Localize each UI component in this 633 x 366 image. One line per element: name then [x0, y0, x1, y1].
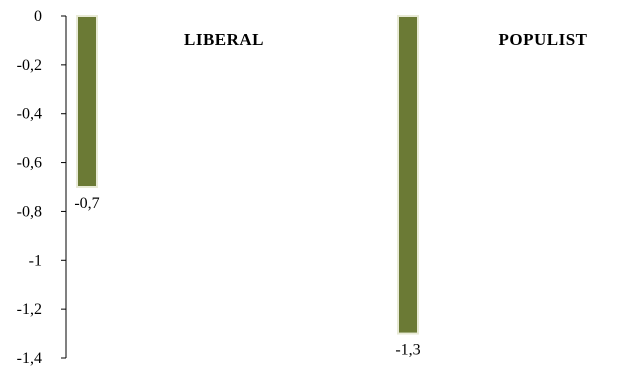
- bars: [76, 15, 419, 335]
- y-tick-label: -1: [29, 252, 42, 269]
- bar-liberal: [76, 15, 98, 188]
- y-tick-label: -0,4: [17, 106, 42, 123]
- y-axis: 0 -0,2 -0,4 -0,6 -0,8 -1 -1,2 -1,4: [17, 8, 67, 366]
- y-tick-label: -0,8: [17, 203, 42, 220]
- data-labels: -0,7 -1,3: [74, 195, 420, 359]
- y-tick-label: -1,4: [17, 350, 42, 366]
- data-label-populist: -1,3: [395, 342, 420, 359]
- category-labels: LIBERAL POPULIST: [184, 30, 587, 49]
- data-label-liberal: -0,7: [74, 195, 99, 212]
- category-label-populist: POPULIST: [498, 30, 587, 49]
- category-label-liberal: LIBERAL: [184, 30, 264, 49]
- y-tick-label: -0,6: [17, 155, 42, 172]
- y-tick-label: 0: [34, 8, 42, 25]
- bar-populist: [397, 15, 419, 335]
- y-tick-label: -1,2: [17, 301, 42, 318]
- y-tick-label: -0,2: [17, 57, 42, 74]
